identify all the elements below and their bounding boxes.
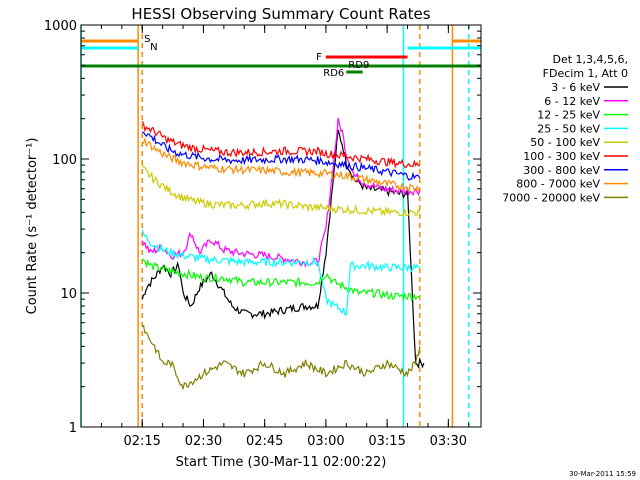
flag-label-n: N	[150, 42, 157, 53]
legend-entry-label: 300 - 800 keV	[523, 164, 600, 177]
legend-entry-label: 7000 - 20000 keV	[502, 191, 600, 204]
series-line	[141, 121, 421, 169]
x-tick-label: 02:30	[185, 434, 222, 449]
timestamp: 30-Mar-2011 15:59	[569, 470, 636, 478]
x-tick-label: 03:00	[307, 434, 344, 449]
plot-frame	[80, 24, 482, 428]
y-tick-label: 1	[69, 421, 77, 436]
flag-label-rd6: RD6	[323, 68, 344, 79]
x-tick-label: 03:15	[368, 434, 405, 449]
x-tick-label: 02:15	[123, 434, 160, 449]
legend-subtitle: FDecim 1, Att 0	[543, 67, 628, 80]
legend-title: Det 1,3,4,5,6,	[552, 53, 628, 66]
legend-entry-label: 25 - 50 keV	[537, 122, 600, 135]
series-line	[142, 131, 421, 181]
series-line	[141, 229, 421, 316]
x-tick-label: 03:30	[430, 434, 467, 449]
series-line	[141, 129, 425, 369]
flag-label-s: S	[144, 34, 150, 45]
legend-entry-label: 50 - 100 keV	[530, 136, 600, 149]
flag-label-rd9: RD9	[348, 60, 369, 71]
series-line	[141, 136, 421, 193]
x-tick-label: 02:45	[246, 434, 283, 449]
legend-entry-label: 800 - 7000 keV	[516, 178, 600, 191]
y-axis-label: Count Rate (s⁻¹ detector⁻¹)	[25, 138, 40, 315]
series-line	[141, 117, 421, 269]
chart-title: HESSI Observing Summary Count Rates	[131, 5, 430, 23]
y-tick-label: 1000	[44, 19, 77, 34]
legend-entry-label: 12 - 25 keV	[537, 109, 600, 122]
legend-entry-label: 3 - 6 keV	[551, 81, 600, 94]
series-line	[141, 324, 421, 390]
x-axis-label: Start Time (30-Mar-11 02:00:22)	[176, 455, 387, 470]
legend-entry-label: 6 - 12 keV	[544, 95, 600, 108]
y-tick-label: 10	[60, 287, 77, 302]
series-line	[141, 258, 421, 302]
series-line	[141, 164, 421, 217]
legend-entry-label: 100 - 300 keV	[523, 150, 600, 163]
y-tick-label: 100	[52, 153, 77, 168]
flag-label-f: F	[316, 52, 322, 63]
